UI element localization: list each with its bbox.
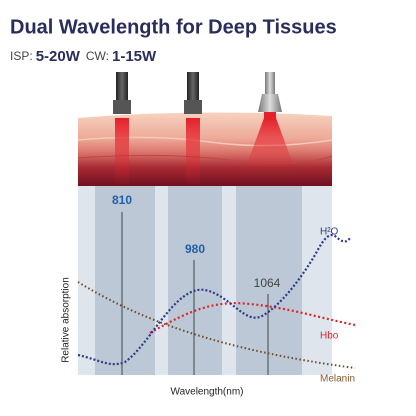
melanin-curve (77, 281, 356, 369)
probe-light (264, 112, 276, 120)
hbo-curve (149, 302, 356, 334)
curve-label: Hbo (320, 331, 339, 342)
spec-value: 5-20W (36, 48, 81, 65)
band (236, 185, 302, 375)
wavelength-label: 1064 (254, 276, 281, 290)
spec-label: CW: (86, 49, 109, 63)
beam (115, 118, 129, 186)
spec-label: ISP: (10, 49, 33, 63)
specs: ISP: 5-20W CW: 1-15W (10, 48, 157, 65)
probe-tip (258, 94, 282, 112)
x-axis-label: Wavelength(nm) (171, 387, 244, 398)
h2o-curve (77, 234, 351, 366)
wavelength-label: 810 (112, 193, 132, 207)
band (168, 185, 222, 375)
beam (244, 118, 296, 172)
wavelength-label: 980 (185, 242, 205, 256)
probe-tip (113, 100, 131, 114)
beam (186, 118, 200, 186)
band (95, 185, 155, 375)
curve-label: H²O (320, 227, 339, 238)
curve-label: Melanin (320, 374, 355, 385)
spec-value: 1-15W (112, 48, 157, 65)
probe (265, 72, 275, 94)
probe (187, 72, 199, 102)
title: Dual Wavelength for Deep Tissues (10, 16, 337, 38)
y-axis-label: Relative absorption (61, 277, 72, 363)
probe (116, 72, 128, 102)
probe-tip (184, 100, 202, 114)
